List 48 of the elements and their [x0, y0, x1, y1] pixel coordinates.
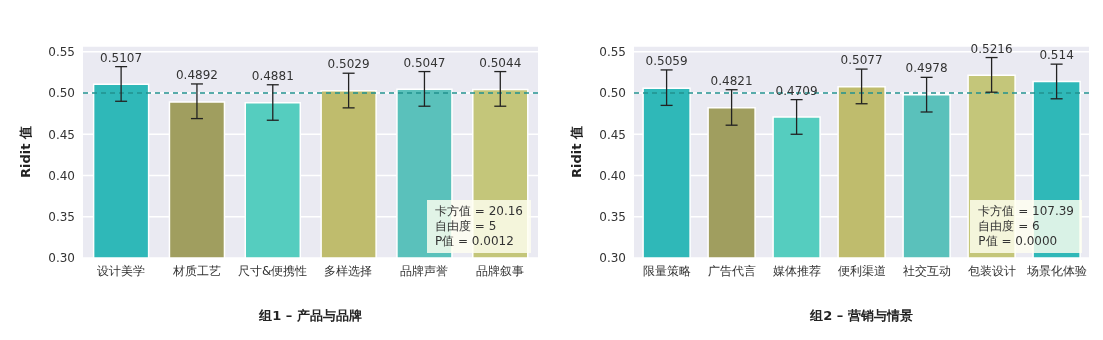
- x-tick-label: 场景化体验: [1025, 263, 1087, 278]
- y-tick-label: 0.55: [48, 45, 75, 60]
- x-tick-label: 包装设计: [967, 263, 1016, 278]
- data-label: 0.4892: [175, 67, 218, 82]
- y-tick-label: 0.45: [599, 127, 626, 142]
- annotation: P值 = 0.0012: [434, 234, 515, 249]
- y-tick-label: 0.30: [48, 251, 75, 266]
- x-tick-label: 广告代言: [707, 263, 756, 278]
- y-tick-label: 0.40: [48, 168, 75, 183]
- y-tick-label: 0.35: [48, 210, 75, 225]
- y-tick-label: 0.50: [48, 86, 75, 101]
- x-tick-label: 设计美学: [96, 263, 145, 278]
- data-label: 0.5077: [840, 53, 883, 68]
- data-label: 0.4978: [905, 61, 948, 76]
- x-tick-label: 便利渠道: [837, 263, 886, 278]
- annotation: 自由度 = 5: [434, 219, 498, 234]
- x-tick-label: 媒体推荐: [772, 263, 821, 278]
- data-label: 0.5107: [100, 50, 143, 65]
- data-label: 0.5059: [645, 53, 688, 68]
- x-axis-title: 组2 – 营销与情景: [809, 308, 913, 323]
- x-tick-label: 材质工艺: [171, 263, 221, 278]
- x-tick-label: 尺寸&便携性: [237, 263, 308, 278]
- data-label: 0.4821: [710, 73, 753, 88]
- annotation: 卡方值 = 107.39: [978, 204, 1074, 219]
- y-tick-label: 0.45: [48, 127, 75, 142]
- data-label: 0.5044: [479, 55, 522, 70]
- x-axis-title: 组1 – 产品与品牌: [258, 308, 362, 323]
- annotation: 卡方值 = 20.16: [434, 204, 523, 219]
- data-label: 0.5047: [403, 55, 446, 70]
- y-axis-title: Ridit 值: [17, 126, 33, 178]
- y-tick-label: 0.50: [599, 86, 626, 101]
- data-label: 0.514: [1039, 48, 1074, 63]
- y-tick-label: 0.40: [599, 168, 626, 183]
- data-label: 0.4881: [251, 68, 294, 83]
- data-label: 0.5029: [327, 57, 370, 72]
- y-axis-title: Ridit 值: [568, 126, 584, 178]
- annotation: P值 = 0.0000: [978, 234, 1059, 249]
- x-tick-label: 限量策略: [642, 263, 691, 278]
- annotation: 自由度 = 6: [978, 219, 1041, 234]
- y-tick-label: 0.35: [599, 210, 626, 225]
- x-tick-label: 品牌声誉: [400, 263, 449, 278]
- x-tick-label: 品牌叙事: [476, 263, 525, 278]
- y-tick-label: 0.30: [599, 251, 626, 266]
- y-tick-label: 0.55: [599, 45, 626, 60]
- x-tick-label: 多样选择: [324, 263, 373, 278]
- data-label: 0.4709: [775, 83, 818, 98]
- x-tick-label: 社交互动: [902, 263, 951, 278]
- data-label: 0.5216: [970, 41, 1013, 56]
